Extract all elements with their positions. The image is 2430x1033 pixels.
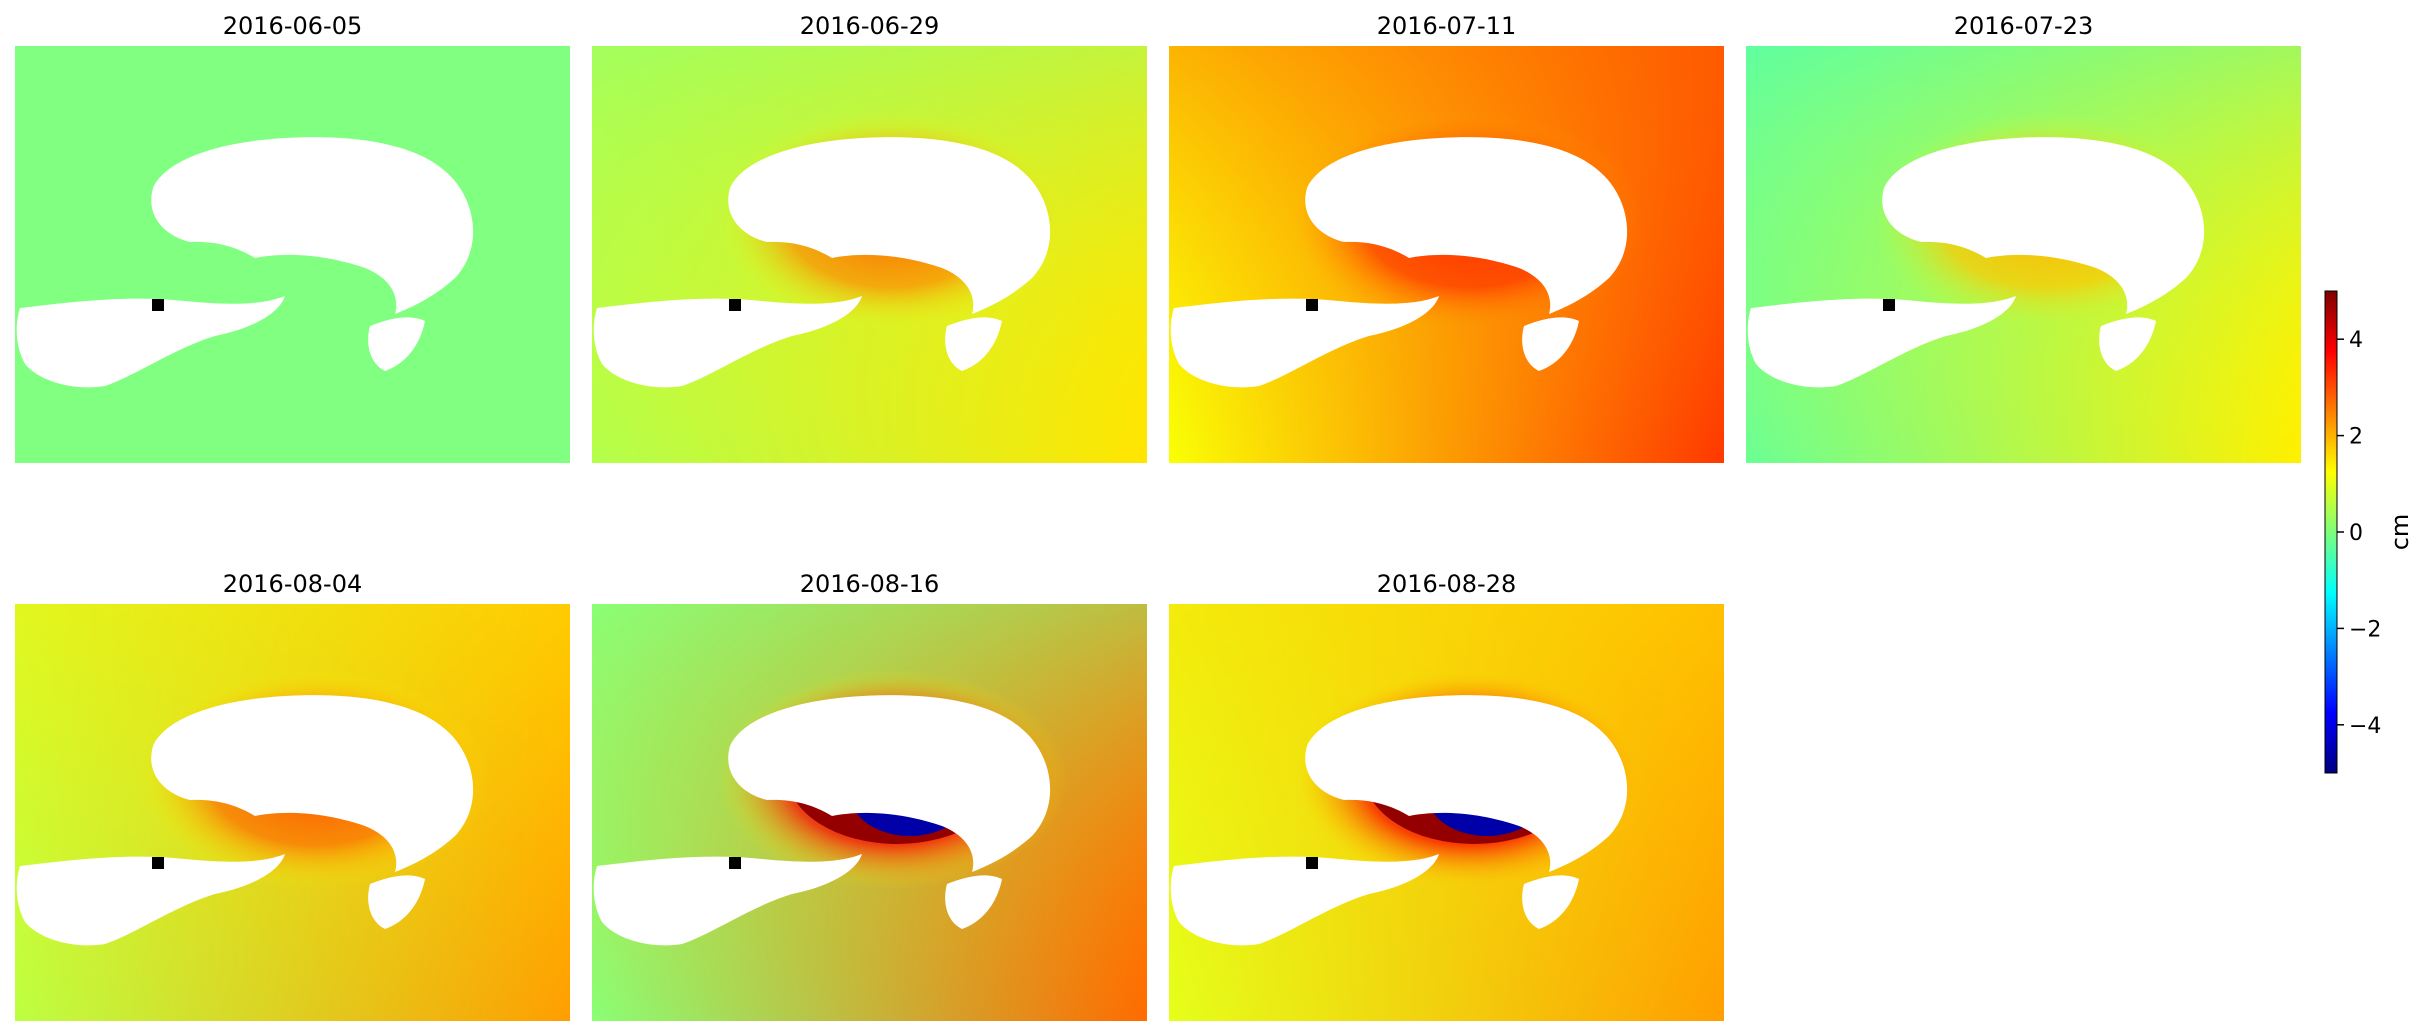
reference-point-marker [152,857,164,869]
panel-title: 2016-06-29 [800,12,939,40]
reference-point-marker [1883,299,1895,311]
no-data-mask [151,137,474,314]
colorbar-tick-label: 2 [2349,425,2363,450]
reference-point-marker [1306,299,1318,311]
no-data-mask [1305,695,1628,872]
no-data-mask [945,317,1002,371]
no-data-mask [728,137,1051,314]
panel-title: 2016-07-23 [1954,12,2093,40]
no-data-mask [1305,137,1628,314]
no-data-mask [2099,317,2156,371]
no-data-mask [945,875,1002,929]
map-panel: 2016-06-05 [15,12,570,463]
no-data-mask [151,695,474,872]
colorbar-label: cm [2386,514,2414,551]
no-data-mask [1170,854,1439,946]
map-panels: 2016-06-05 2016-06-29 2016-07-11 2016-07-23… [15,12,2301,1021]
no-data-mask [728,695,1051,872]
colorbar-tick-label: 4 [2349,328,2363,353]
panel-title: 2016-07-11 [1377,12,1516,40]
no-data-mask [16,854,285,946]
no-data-mask [368,317,425,371]
map-panel: 2016-07-23 [1746,12,2301,463]
panel-title: 2016-08-28 [1377,570,1516,598]
no-data-mask [1747,296,2016,388]
map-panel: 2016-08-16 [592,570,1147,1021]
no-data-mask [593,296,862,388]
reference-point-marker [729,299,741,311]
panel-title: 2016-08-04 [223,570,362,598]
panel-title: 2016-06-05 [223,12,362,40]
reference-point-marker [1306,857,1318,869]
colorbar: 4 2 0 −2 −4 cm [2324,290,2414,774]
no-data-mask [16,296,285,388]
no-data-mask [1882,137,2205,314]
map-panel: 2016-06-29 [592,12,1147,463]
no-data-mask [1522,317,1579,371]
colorbar-tick-label: 0 [2349,521,2363,546]
no-data-mask [593,854,862,946]
colorbar-gradient [2324,290,2338,774]
map-panel: 2016-08-28 [1169,570,1724,1021]
no-data-mask [1170,296,1439,388]
reference-point-marker [152,299,164,311]
panel-title: 2016-08-16 [800,570,939,598]
map-panel: 2016-08-04 [15,570,570,1021]
map-panel: 2016-07-11 [1169,12,1724,463]
no-data-mask [1522,875,1579,929]
colorbar-tick-label: −2 [2349,617,2381,642]
reference-point-marker [729,857,741,869]
colorbar-tick-label: −4 [2349,714,2381,739]
no-data-mask [368,875,425,929]
